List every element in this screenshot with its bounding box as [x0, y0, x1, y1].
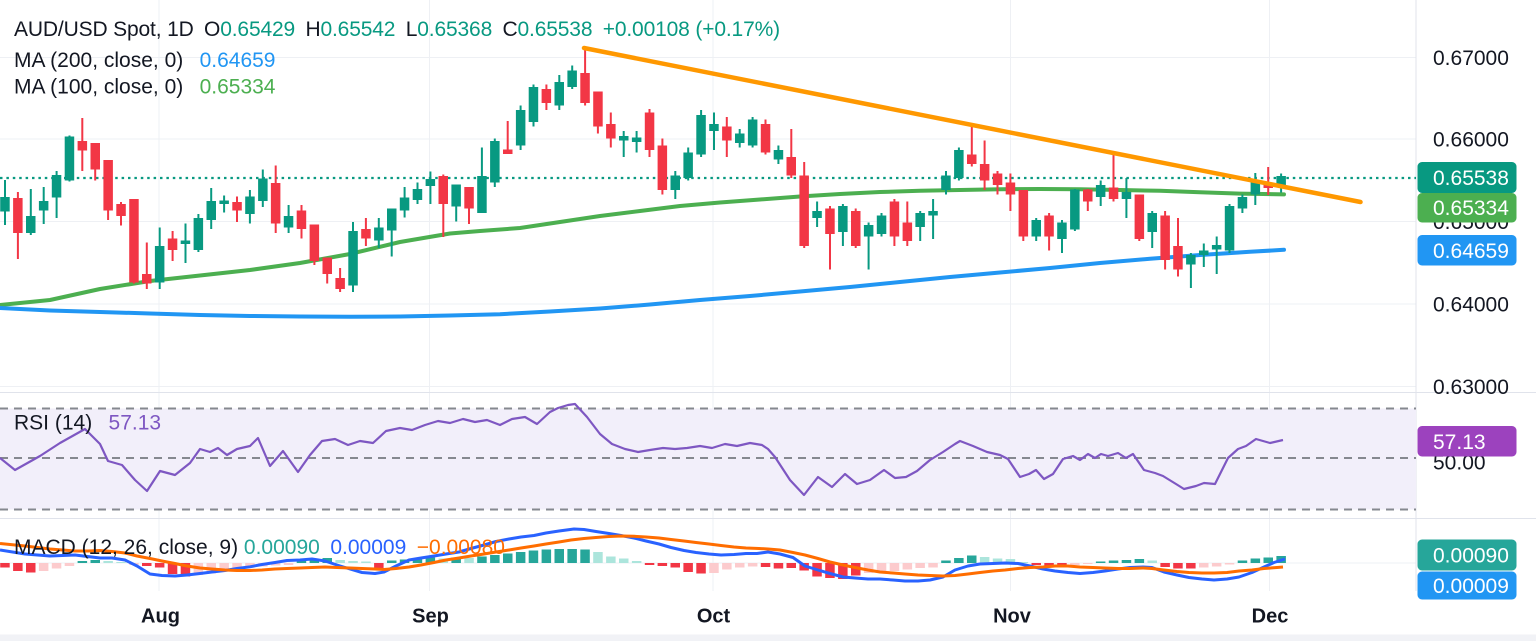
svg-text:57.13: 57.13: [1433, 431, 1486, 454]
svg-text:0.67000: 0.67000: [1433, 47, 1509, 70]
svg-text:Oct: Oct: [697, 606, 731, 628]
svg-text:0.65538: 0.65538: [1433, 167, 1509, 190]
svg-text:0.65334: 0.65334: [1433, 197, 1509, 220]
svg-text:Sep: Sep: [412, 606, 449, 628]
svg-text:0.66000: 0.66000: [1433, 129, 1509, 152]
svg-text:MA (100, close, 0) 0.65334: MA (100, close, 0) 0.65334: [14, 76, 276, 99]
svg-text:AUD/USD Spot, 1D O0.65429 H0.6: AUD/USD Spot, 1D O0.65429 H0.65542 L0.65…: [14, 18, 780, 41]
svg-text:MACD (12, 26, close, 9) 0.0009: MACD (12, 26, close, 9) 0.00090 0.00009 …: [14, 536, 505, 559]
svg-text:0.64659: 0.64659: [1433, 240, 1509, 263]
svg-text:Nov: Nov: [993, 606, 1032, 628]
svg-text:Dec: Dec: [1252, 606, 1289, 628]
svg-text:0.63000: 0.63000: [1433, 376, 1509, 399]
svg-text:0.00090: 0.00090: [1433, 545, 1509, 568]
svg-text:0.00009: 0.00009: [1433, 575, 1509, 598]
svg-text:0.64000: 0.64000: [1433, 294, 1509, 317]
svg-text:50.00: 50.00: [1433, 452, 1486, 475]
svg-text:Aug: Aug: [141, 606, 180, 628]
svg-text:MA (200, close, 0) 0.64659: MA (200, close, 0) 0.64659: [14, 49, 276, 72]
svg-text:RSI (14) 57.13: RSI (14) 57.13: [14, 412, 161, 435]
